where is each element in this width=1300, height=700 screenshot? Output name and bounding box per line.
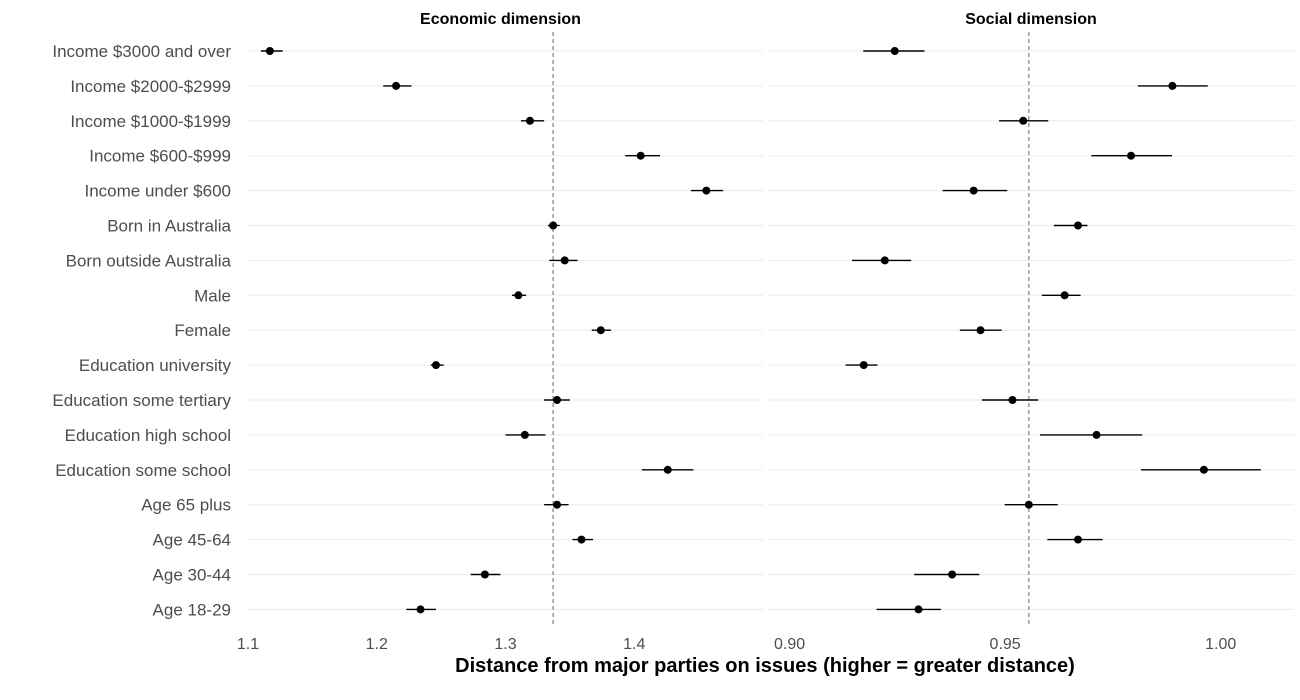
- data-point: [553, 396, 561, 404]
- category-label: Income $3000 and over: [52, 42, 231, 61]
- category-label: Age 45-64: [153, 531, 231, 550]
- data-point: [577, 535, 586, 544]
- data-point: [525, 116, 534, 125]
- data-point: [890, 47, 899, 55]
- data-point: [948, 570, 957, 579]
- category-label: Education high school: [65, 426, 231, 445]
- data-point: [969, 186, 978, 195]
- data-point: [514, 291, 523, 300]
- data-point: [976, 326, 985, 335]
- data-point: [1127, 151, 1136, 160]
- x-tick-label: 1.4: [623, 636, 645, 653]
- data-point: [1008, 396, 1017, 404]
- x-tick-label: 1.00: [1205, 636, 1236, 653]
- x-tick-label: 1.3: [494, 636, 516, 653]
- panel-title-social: Social dimension: [965, 11, 1097, 28]
- category-label: Age 65 plus: [141, 496, 231, 515]
- data-point: [1092, 430, 1101, 439]
- category-label: Income $2000-$2999: [70, 77, 231, 96]
- data-point: [914, 605, 923, 614]
- data-point: [431, 361, 440, 370]
- x-tick-label: 0.90: [774, 636, 805, 653]
- category-label: Education university: [79, 356, 232, 375]
- data-point: [480, 570, 489, 579]
- data-point: [859, 361, 868, 370]
- category-label: Income $600-$999: [89, 147, 231, 166]
- data-point: [663, 465, 672, 474]
- data-point: [265, 47, 274, 55]
- panel-economic: Economic dimension 1.1 1.2 1.3 1.4: [237, 11, 763, 653]
- x-axis-title: Distance from major parties on issues (h…: [455, 655, 1075, 677]
- category-label: Age 30-44: [153, 566, 231, 585]
- data-point: [1073, 221, 1082, 230]
- data-point: [416, 605, 425, 614]
- category-label: Age 18-29: [153, 600, 231, 619]
- panel-social: Social dimension 0.90 0.95 1.00: [768, 11, 1294, 653]
- data-point: [1073, 535, 1082, 544]
- data-point: [880, 256, 889, 265]
- category-label: Born outside Australia: [66, 251, 232, 270]
- data-point: [1199, 465, 1208, 474]
- category-label: Income $1000-$1999: [70, 112, 231, 131]
- data-point: [702, 186, 711, 195]
- x-tick-label: 0.95: [990, 636, 1021, 653]
- x-tick-label: 1.2: [366, 636, 388, 653]
- category-label: Male: [194, 286, 231, 305]
- data-point: [520, 430, 529, 439]
- data-point: [636, 151, 645, 160]
- category-label: Born in Australia: [107, 217, 231, 236]
- data-point: [1060, 291, 1069, 300]
- data-point: [392, 81, 401, 90]
- panel-title-economic: Economic dimension: [420, 11, 581, 28]
- category-label: Income under $600: [85, 182, 232, 201]
- data-point: [1019, 116, 1028, 125]
- x-tick-label: 1.1: [237, 636, 259, 653]
- data-point: [553, 500, 561, 509]
- data-point: [549, 221, 558, 230]
- data-point: [1024, 500, 1033, 509]
- data-point: [596, 326, 605, 335]
- data-point: [560, 256, 569, 265]
- category-label: Education some school: [55, 461, 231, 480]
- data-point: [1168, 81, 1177, 90]
- category-label: Female: [174, 321, 231, 340]
- category-label: Education some tertiary: [52, 391, 231, 410]
- category-labels: Income $3000 and over Income $2000-$2999 I…: [52, 42, 231, 619]
